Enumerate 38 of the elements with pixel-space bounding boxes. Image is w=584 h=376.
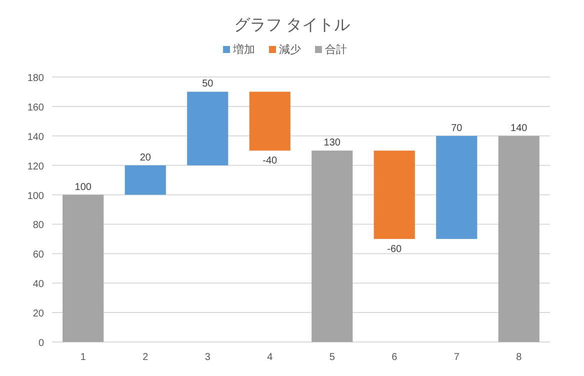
bar [187,92,228,166]
x-tick-label: 4 [267,352,274,363]
y-tick-label: 140 [27,132,44,143]
y-tick-label: 20 [32,308,44,320]
y-tick-label: 180 [27,73,44,84]
data-label: 140 [510,122,528,134]
x-tick-label: 1 [80,352,86,363]
x-tick-label: 2 [142,352,149,363]
y-tick-label: 100 [27,190,44,202]
y-tick-label: 60 [32,250,44,261]
bar [312,150,353,342]
y-tick-label: 40 [32,279,44,290]
y-tick-label: 160 [27,102,44,114]
y-tick-label: 80 [32,220,44,232]
bar [498,136,540,342]
data-label: 100 [74,182,92,193]
bar [62,194,104,342]
y-tick-label: 0 [38,338,44,349]
data-label: 50 [202,78,214,90]
data-label: -60 [387,244,402,255]
legend-label: 減少 [279,43,301,56]
bar [374,150,415,239]
x-tick-label: 5 [329,352,336,363]
x-tick-label: 7 [454,352,460,363]
x-tick-label: 3 [204,352,211,363]
bar [436,136,478,239]
x-tick-label: 8 [516,352,522,363]
bar [249,92,290,151]
chart-title: グラフ タイトル [234,17,350,34]
data-label: -40 [262,156,278,167]
legend-label: 増加 [232,43,255,56]
x-tick-label: 6 [392,352,398,363]
y-tick-label: 120 [27,161,44,172]
data-label: 20 [140,152,152,164]
bar [124,165,166,195]
legend-label: 合計 [325,43,347,56]
data-label: 70 [451,122,463,134]
data-label: 130 [324,138,341,149]
